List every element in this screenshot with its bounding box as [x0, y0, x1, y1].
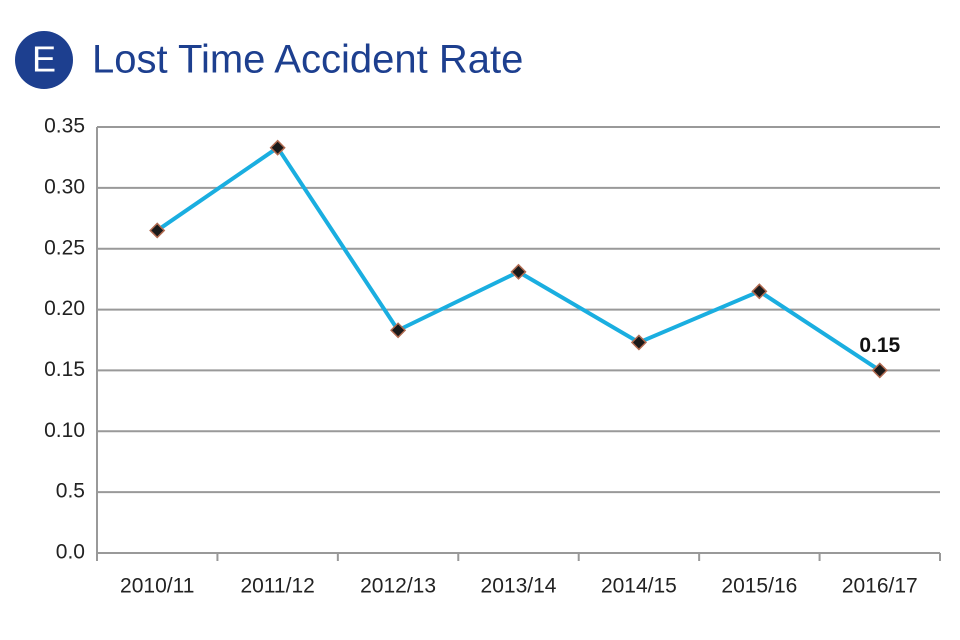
y-tick-label: 0.20 — [44, 297, 85, 320]
marker — [751, 283, 768, 300]
x-tick-label: 2015/16 — [721, 575, 797, 598]
y-tick-label: 0.25 — [44, 236, 85, 259]
marker — [510, 263, 527, 280]
marker — [269, 139, 286, 156]
marker — [390, 322, 407, 339]
marker — [871, 362, 888, 379]
chart-title: Lost Time Accident Rate — [92, 38, 523, 82]
badge-circle — [15, 31, 73, 89]
y-tick-label: 0.30 — [44, 175, 85, 198]
marker — [630, 334, 647, 351]
x-tick-label: 2012/13 — [360, 575, 436, 598]
data-label: 0.15 — [859, 334, 900, 357]
badge-letter: E — [32, 39, 56, 80]
y-tick-label: 0.0 — [56, 541, 85, 564]
marker — [149, 222, 166, 239]
y-tick-label: 0.35 — [44, 115, 85, 138]
line — [156, 145, 881, 373]
x-tick-label: 2010/11 — [120, 575, 194, 598]
y-tick-label: 0.10 — [44, 419, 85, 442]
x-tick-label: 2011/12 — [240, 575, 314, 598]
x-tick-label: 2013/14 — [481, 575, 557, 598]
x-tick-label: 2014/15 — [601, 575, 677, 598]
y-tick-label: 0.5 — [56, 480, 85, 503]
x-tick-label: 2016/17 — [842, 575, 918, 598]
y-tick-label: 0.15 — [44, 358, 85, 381]
